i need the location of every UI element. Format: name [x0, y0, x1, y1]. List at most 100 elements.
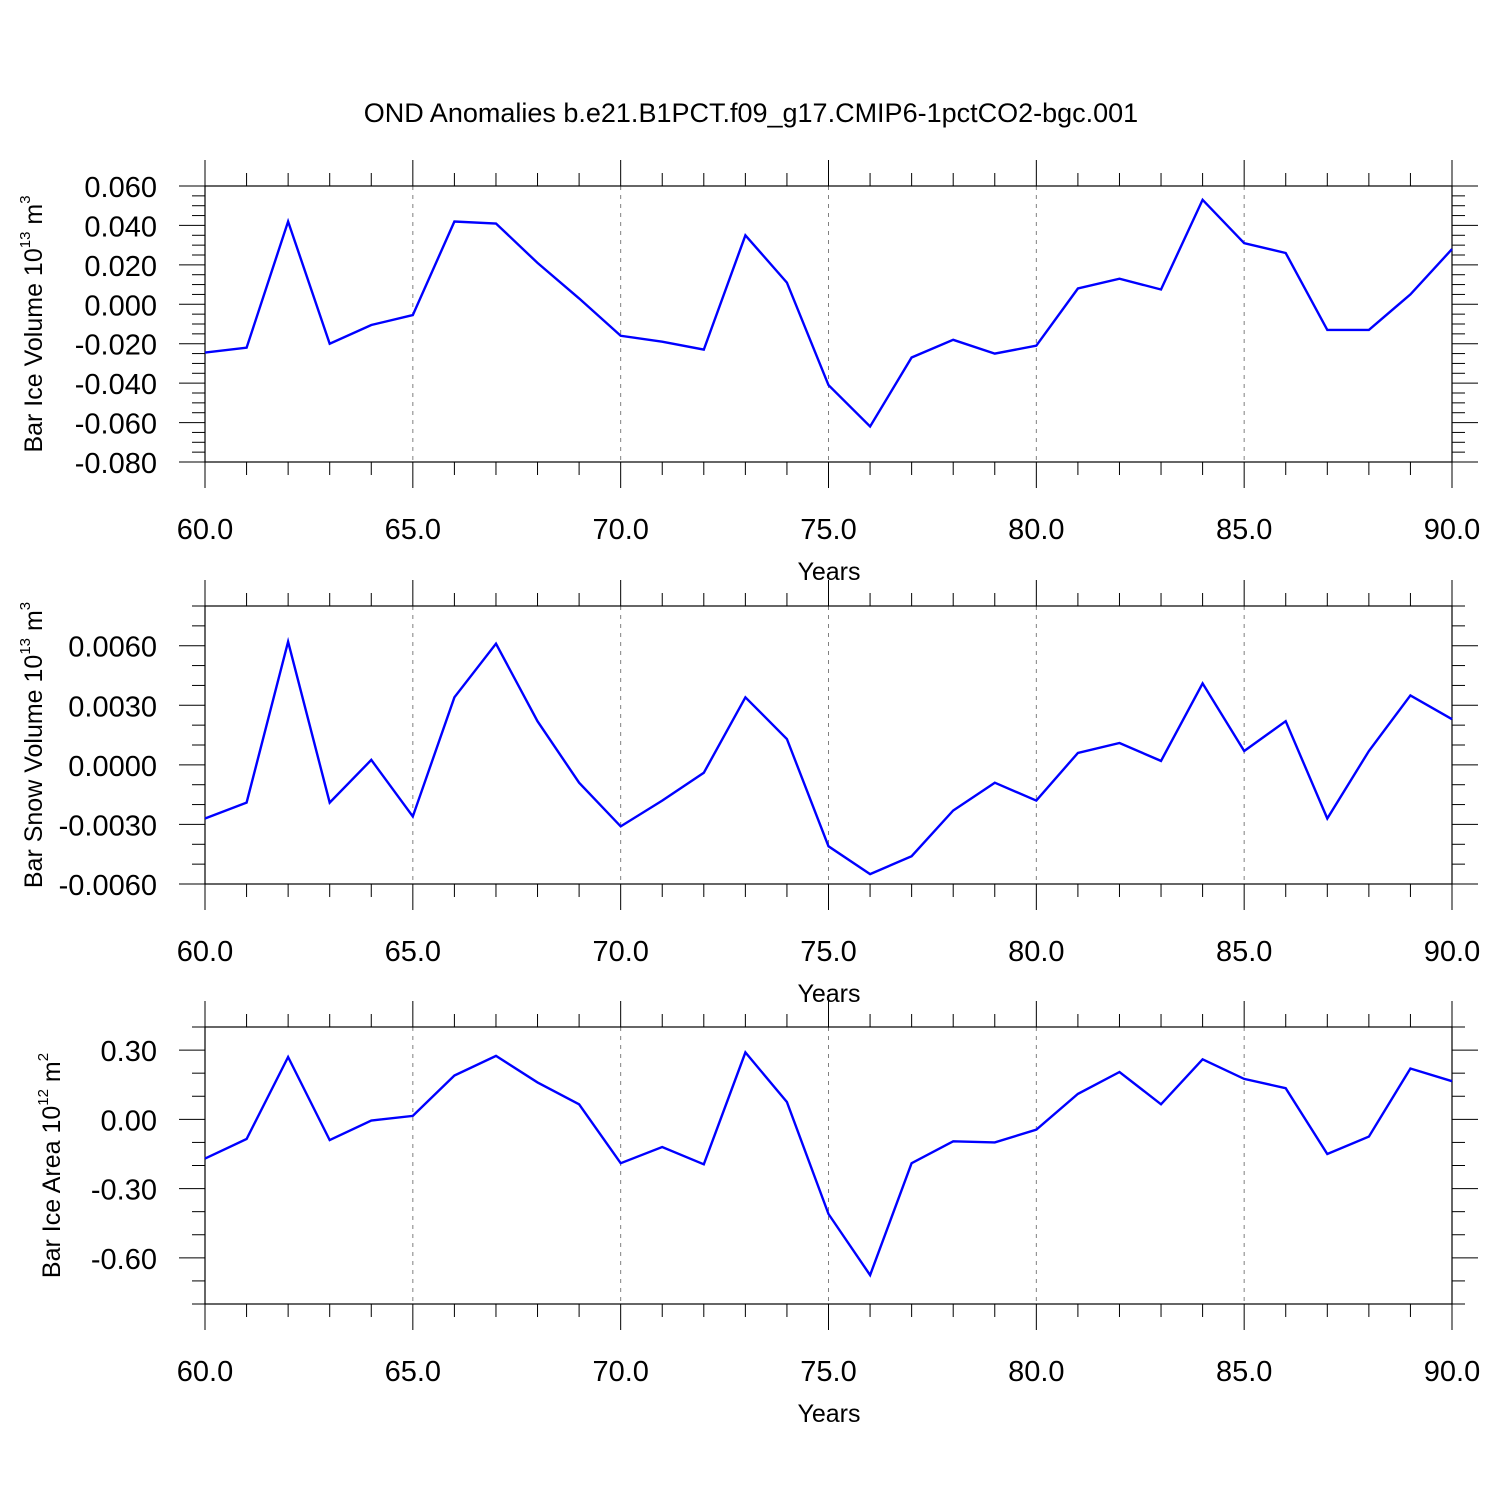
data-point: [245, 801, 249, 805]
data-point: [619, 334, 623, 338]
panels-group: 60.0 65.0 70.0 75.0 80.0 85.0 90.0 0.060 0.040 0.…: [17, 160, 1480, 1428]
x-tick-label: 85.0: [1216, 1356, 1272, 1388]
y-tick-label: 0.060: [84, 172, 157, 204]
data-point: [1408, 292, 1412, 296]
x-tick-label: 75.0: [800, 1356, 856, 1388]
data-point: [328, 1138, 332, 1142]
y-axis-title: Bar Snow Volume 1013 m3: [17, 602, 48, 888]
y-axis-title-part: 12: [35, 1089, 52, 1106]
data-point: [577, 781, 581, 785]
data-point: [785, 737, 789, 741]
data-point: [452, 695, 456, 699]
y-tick-label: -0.060: [75, 409, 157, 441]
data-point: [868, 872, 872, 876]
x-tick-label: 85.0: [1216, 514, 1272, 546]
x-tick-label: 75.0: [800, 936, 856, 968]
chart-title: OND Anomalies b.e21.B1PCT.f09_g17.CMIP6-…: [364, 98, 1138, 128]
data-point: [1076, 1092, 1080, 1096]
data-point: [910, 356, 914, 360]
data-point: [827, 1212, 831, 1216]
x-tick-label: 65.0: [385, 1356, 441, 1388]
x-tick-label: 65.0: [385, 514, 441, 546]
data-point: [910, 854, 914, 858]
panel-3: 60.0 65.0 70.0 75.0 80.0 85.0 90.0 0.30 0.00 -0.3…: [35, 1001, 1480, 1428]
x-tick-label: 70.0: [592, 1356, 648, 1388]
x-axis-title: Years: [797, 1400, 860, 1428]
x-tick-label: 70.0: [592, 514, 648, 546]
data-point: [1408, 1067, 1412, 1071]
data-point: [1159, 759, 1163, 763]
data-point: [1284, 719, 1288, 723]
y-axis-title-part: Bar Ice Volume 10: [20, 248, 48, 452]
data-point: [743, 1050, 747, 1054]
data-point: [1450, 717, 1454, 721]
data-point: [702, 1162, 706, 1166]
x-tick-label: 85.0: [1216, 936, 1272, 968]
data-point: [660, 1145, 664, 1149]
panel-2: 60.0 65.0 70.0 75.0 80.0 85.0 90.0 0.0060 0.0030…: [17, 580, 1480, 1008]
data-point: [1242, 1077, 1246, 1081]
data-point: [494, 221, 498, 225]
y-tick-label: -0.30: [91, 1175, 157, 1207]
y-axis-title-part: 3: [17, 602, 34, 610]
data-point: [286, 640, 290, 644]
x-tick-label: 60.0: [177, 1356, 233, 1388]
y-tick-label: 0.000: [84, 290, 157, 322]
y-tick-label: 0.040: [84, 211, 157, 243]
y-tick-label: -0.0030: [59, 810, 157, 842]
data-point: [1201, 1057, 1205, 1061]
y-axis-title-part: 13: [17, 232, 34, 249]
data-point: [452, 219, 456, 223]
y-tick-label: 0.0030: [68, 691, 157, 723]
data-point: [536, 1080, 540, 1084]
x-tick-label: 90.0: [1424, 1356, 1480, 1388]
data-point: [827, 844, 831, 848]
y-tick-label: 0.0060: [68, 632, 157, 664]
data-point: [245, 346, 249, 350]
y-tick-label: -0.020: [75, 330, 157, 362]
y-tick-label: -0.60: [91, 1244, 157, 1276]
y-tick-label: 0.00: [101, 1105, 157, 1137]
y-axis-title-part: Bar Snow Volume 10: [20, 655, 48, 888]
y-axis-title-part: m: [20, 204, 48, 232]
y-tick-label: 0.30: [101, 1036, 157, 1068]
data-point: [286, 1055, 290, 1059]
x-tick-label: 65.0: [385, 936, 441, 968]
x-tick-label: 80.0: [1008, 936, 1064, 968]
x-tick-label: 60.0: [177, 936, 233, 968]
data-point: [951, 1139, 955, 1143]
data-point: [910, 1161, 914, 1165]
x-tick-label: 80.0: [1008, 1356, 1064, 1388]
x-tick-label: 70.0: [592, 936, 648, 968]
data-point: [1076, 287, 1080, 291]
data-point: [1367, 328, 1371, 332]
y-axis-title-part: 3: [17, 195, 34, 203]
x-tick-label: 75.0: [800, 514, 856, 546]
data-point: [619, 1161, 623, 1165]
data-point: [868, 425, 872, 429]
data-point: [1076, 751, 1080, 755]
data-point: [827, 383, 831, 387]
data-point: [868, 1273, 872, 1277]
y-axis-title: Bar Ice Area 1012 m2: [35, 1053, 66, 1278]
data-point: [619, 824, 623, 828]
data-point: [203, 351, 207, 355]
data-point: [245, 1137, 249, 1141]
data-point: [1367, 1135, 1371, 1139]
data-point: [785, 281, 789, 285]
data-point: [203, 816, 207, 820]
y-axis-title-part: 13: [17, 638, 34, 655]
data-point: [1325, 816, 1329, 820]
data-point: [1284, 1086, 1288, 1090]
x-tick-label: 60.0: [177, 514, 233, 546]
data-point: [369, 1118, 373, 1122]
data-point: [411, 814, 415, 818]
y-axis-title-part: m: [38, 1061, 66, 1089]
panel-1: 60.0 65.0 70.0 75.0 80.0 85.0 90.0 0.060 0.040 0.…: [17, 160, 1480, 586]
y-axis-title-part: m: [20, 610, 48, 638]
data-point: [1450, 247, 1454, 251]
data-point: [411, 313, 415, 317]
data-point: [494, 1054, 498, 1058]
data-point: [1034, 344, 1038, 348]
series-line: [204, 197, 1453, 429]
